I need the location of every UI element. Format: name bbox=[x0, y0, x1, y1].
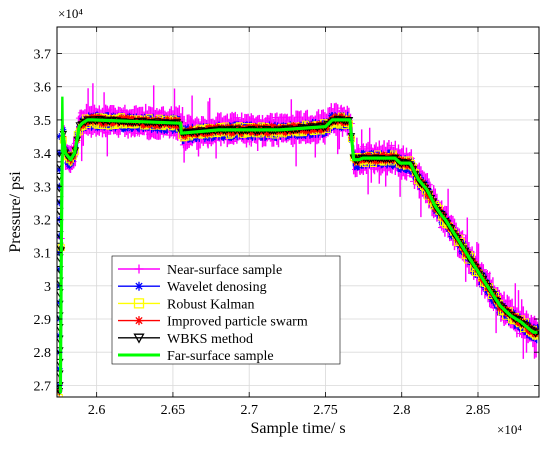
y-axis-title: Pressure/ psi bbox=[7, 171, 24, 253]
plot-frame bbox=[56, 26, 540, 398]
axis-ticks: 2.6 2.65 2.7 2.75 2.8 2.85 2.7 2.8 2.9 3 3.1 3.2 3.3… bbox=[34, 27, 539, 418]
y-tick-label: 3.5 bbox=[34, 114, 52, 129]
legend-item-improved-particle-swarm: Improved particle swarm bbox=[118, 315, 308, 330]
legend-item-wbks-method: WBKS method bbox=[118, 332, 253, 347]
legend-swatch-marker bbox=[134, 264, 144, 274]
x-axis-title: Sample time/ s bbox=[250, 420, 345, 437]
legend-label: Improved particle swarm bbox=[167, 315, 308, 330]
legend-swatch-marker bbox=[133, 333, 145, 344]
x-tick-label: 2.6 bbox=[88, 403, 106, 418]
legend-item-robust-kalman: Robust Kalman bbox=[118, 297, 255, 312]
legend-label: Far-surface sample bbox=[167, 349, 274, 364]
series-line bbox=[58, 118, 538, 394]
series-layer bbox=[57, 83, 539, 397]
y-multiplier-label: ×10⁴ bbox=[58, 6, 83, 21]
legend-item-near-surface-sample: Near-surface sample bbox=[118, 263, 282, 278]
x-tick-label: 2.85 bbox=[466, 403, 491, 418]
legend-label: Near-surface sample bbox=[167, 263, 282, 278]
series-spike bbox=[60, 96, 64, 144]
y-tick-label: 3.6 bbox=[34, 81, 52, 96]
y-tick-label: 3.4 bbox=[34, 147, 52, 162]
plot-area bbox=[57, 83, 539, 397]
y-tick-label: 3.1 bbox=[34, 247, 52, 262]
x-tick-label: 2.8 bbox=[393, 403, 411, 418]
y-tick-label: 3.7 bbox=[34, 48, 52, 63]
legend-label: Wavelet denosing bbox=[167, 280, 267, 295]
x-tick-label: 2.7 bbox=[240, 403, 258, 418]
y-tick-label: 2.7 bbox=[34, 379, 52, 394]
x-multiplier-label: ×10⁴ bbox=[497, 422, 522, 437]
legend-swatch-marker bbox=[133, 298, 145, 309]
legend-item-far-surface-sample: Far-surface sample bbox=[118, 349, 274, 364]
legend-swatch-marker bbox=[134, 316, 144, 326]
legend-label: Robust Kalman bbox=[167, 297, 255, 312]
legend-swatch-marker bbox=[134, 281, 144, 291]
legend: Near-surface sample Wavelet denosing Robus… bbox=[111, 255, 341, 365]
series-far-surface-sample bbox=[58, 96, 538, 394]
y-tick-label: 2.9 bbox=[34, 313, 52, 328]
y-tick-label: 3 bbox=[44, 280, 51, 295]
y-tick-label: 3.2 bbox=[34, 213, 52, 228]
legend-box bbox=[111, 255, 341, 365]
x-tick-label: 2.65 bbox=[161, 403, 186, 418]
x-tick-label: 2.75 bbox=[313, 403, 338, 418]
legend-item-wavelet-denosing: Wavelet denosing bbox=[118, 280, 267, 295]
y-tick-label: 2.8 bbox=[34, 346, 52, 361]
y-tick-label: 3.3 bbox=[34, 180, 52, 195]
legend-label: WBKS method bbox=[167, 332, 253, 347]
